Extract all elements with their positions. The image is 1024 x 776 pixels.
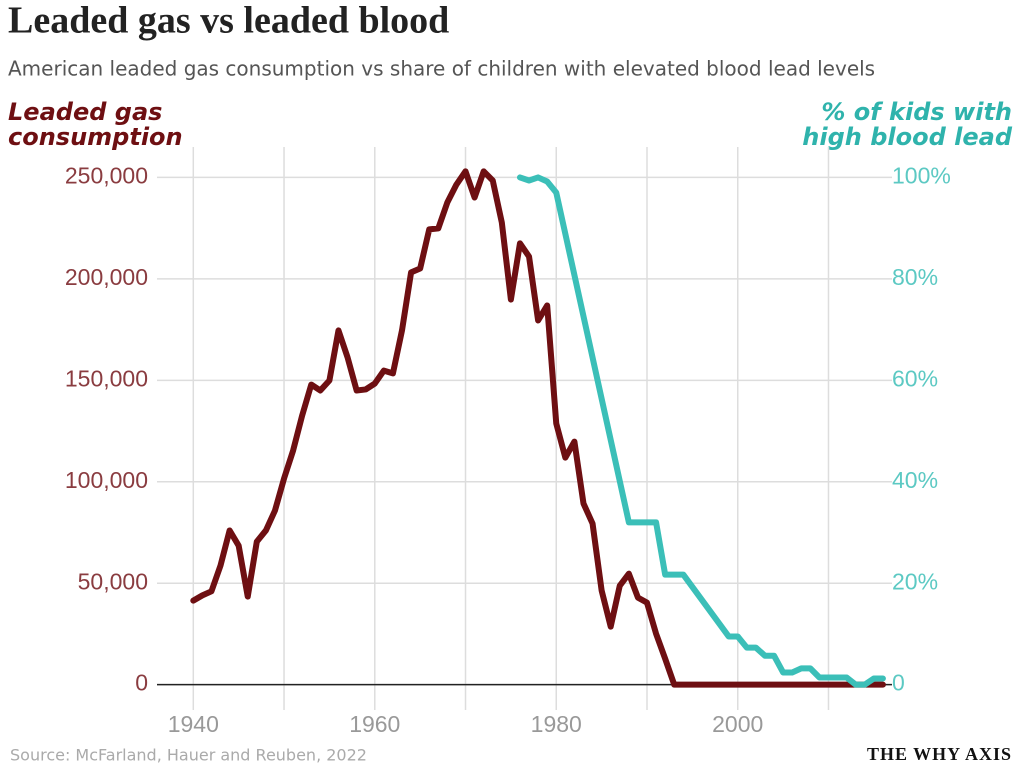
series-line — [190, 168, 886, 688]
y2-tick-label: 0 — [892, 670, 905, 696]
y-axis-title: consumption — [8, 123, 183, 151]
chart-title: Leaded gas vs leaded blood — [8, 0, 449, 42]
y-tick-label: 250,000 — [65, 163, 148, 189]
x-tick-label: 1980 — [531, 711, 582, 737]
y2-tick-label: 60% — [892, 365, 938, 391]
y-tick-label: 200,000 — [65, 264, 148, 290]
y2-axis-title: high blood lead — [802, 123, 1013, 151]
source: Source: McFarland, Hauer and Reuben, 202… — [10, 746, 367, 765]
x-tick-label: 1940 — [168, 711, 219, 737]
brand: THE WHY AXIS — [867, 744, 1012, 764]
x-tick-label: 2000 — [712, 711, 763, 737]
chart-subtitle: American leaded gas consumption vs share… — [8, 57, 875, 81]
y-tick-label: 0 — [135, 670, 148, 696]
y2-tick-label: 40% — [892, 467, 938, 493]
y-axis-title: Leaded gas — [8, 98, 162, 126]
y2-axis-title: % of kids with — [821, 98, 1012, 126]
y-tick-label: 50,000 — [78, 568, 148, 594]
y-tick-label: 100,000 — [65, 467, 148, 493]
y2-tick-label: 20% — [892, 568, 938, 594]
y2-tick-label: 100% — [892, 163, 951, 189]
y-tick-label: 150,000 — [65, 365, 148, 391]
y2-tick-label: 80% — [892, 264, 938, 290]
x-tick-label: 1960 — [349, 711, 400, 737]
series-line — [516, 174, 886, 688]
